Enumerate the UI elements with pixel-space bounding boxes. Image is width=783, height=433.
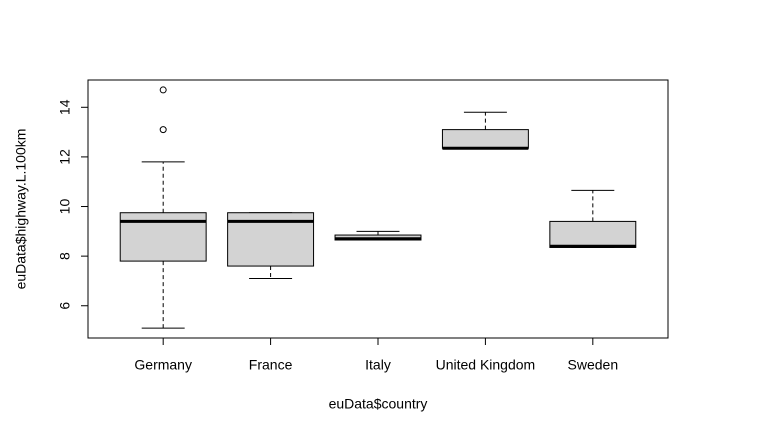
box	[549, 220, 637, 248]
y-tick-label: 10	[57, 199, 73, 215]
x-tick-label: Germany	[134, 357, 192, 373]
outlier	[159, 126, 167, 134]
y-tick-label: 14	[57, 99, 73, 115]
x-tick-label: Sweden	[568, 357, 619, 373]
x-tick-label: Italy	[365, 357, 391, 373]
x-tick-label: France	[249, 357, 293, 373]
box	[441, 129, 529, 149]
y-tick-label: 8	[57, 252, 73, 260]
x-axis-title: euData$country	[329, 396, 428, 412]
y-axis-title: euData$highway.L.100km	[13, 129, 29, 290]
outlier	[159, 86, 167, 94]
plot-frame	[87, 79, 669, 339]
x-tick-label: United Kingdom	[436, 357, 536, 373]
y-tick-label: 6	[57, 302, 73, 310]
y-tick-label: 12	[57, 149, 73, 165]
